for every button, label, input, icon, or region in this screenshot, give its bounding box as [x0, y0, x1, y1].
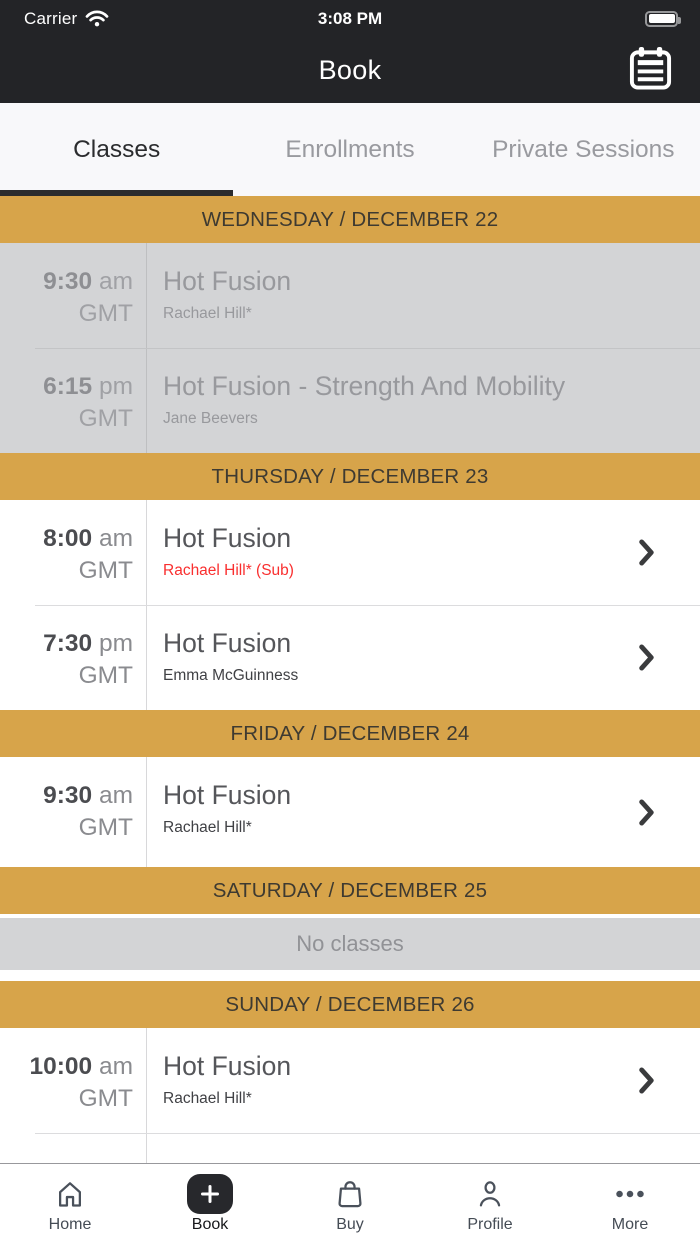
carrier-label: Carrier — [24, 8, 78, 28]
day-header: THURSDAY / DECEMBER 23 — [0, 453, 700, 500]
day-section-saturday: SATURDAY / DECEMBER 25 No classes — [0, 867, 700, 981]
nav-item-book[interactable]: Book — [140, 1164, 280, 1244]
class-row-partial — [0, 1133, 700, 1163]
tab-enrollments[interactable]: Enrollments — [233, 103, 466, 196]
status-time: 3:08 PM — [317, 8, 383, 28]
day-section-wednesday: WEDNESDAY / DECEMBER 22 9:30 am GMT Hot … — [0, 196, 700, 453]
day-header: FRIDAY / DECEMBER 24 — [0, 710, 700, 757]
instructor-name: Rachael Hill* — [163, 305, 252, 322]
instructor-name: Rachael Hill* — [163, 819, 252, 836]
active-tab-underline — [0, 190, 233, 196]
day-section-friday: FRIDAY / DECEMBER 24 9:30 am GMT Hot Fus… — [0, 710, 700, 867]
class-title: Hot Fusion — [163, 628, 292, 658]
class-time: 10:00 am GMT — [0, 1028, 147, 1133]
class-schedule-list: WEDNESDAY / DECEMBER 22 9:30 am GMT Hot … — [0, 196, 700, 1163]
bag-icon — [334, 1173, 366, 1215]
class-row: 6:15 pm GMT Hot Fusion - Strength And Mo… — [0, 348, 700, 453]
tab-private-sessions[interactable]: Private Sessions — [467, 103, 700, 196]
more-icon — [613, 1173, 647, 1215]
plus-icon — [187, 1174, 233, 1214]
chevron-right-icon — [638, 1028, 700, 1133]
no-classes-row: No classes — [0, 918, 700, 970]
class-row[interactable]: 8:00 am GMT Hot Fusion Rachael Hill* (Su… — [0, 500, 700, 605]
spacer — [0, 914, 700, 918]
day-section-thursday: THURSDAY / DECEMBER 23 8:00 am GMT Hot F… — [0, 453, 700, 710]
class-time: 9:30 am GMT — [0, 243, 147, 348]
class-title: Hot Fusion — [163, 523, 292, 553]
class-title: Hot Fusion - Strength And Mobility — [163, 371, 566, 401]
status-bar: Carrier 3:08 PM — [0, 0, 700, 37]
day-header: WEDNESDAY / DECEMBER 22 — [0, 196, 700, 243]
day-header: SATURDAY / DECEMBER 25 — [0, 867, 700, 914]
class-row[interactable]: 7:30 pm GMT Hot Fusion Emma McGuinness — [0, 605, 700, 710]
spacer — [0, 970, 700, 981]
day-header: SUNDAY / DECEMBER 26 — [0, 981, 700, 1028]
class-title: Hot Fusion — [163, 780, 292, 810]
class-time: 6:15 pm GMT — [0, 348, 147, 453]
class-row[interactable]: 10:00 am GMT Hot Fusion Rachael Hill* — [0, 1028, 700, 1133]
bottom-nav: Home Book Buy — [0, 1163, 700, 1244]
nav-item-home[interactable]: Home — [0, 1164, 140, 1244]
class-title: Hot Fusion — [163, 1051, 292, 1081]
nav-item-profile[interactable]: Profile — [420, 1164, 560, 1244]
class-title: Hot Fusion — [163, 266, 292, 296]
chevron-right-icon — [638, 757, 700, 867]
calendar-button[interactable] — [626, 46, 674, 94]
calendar-icon — [627, 46, 674, 94]
app-header: Book — [0, 37, 700, 103]
class-time: 9:30 am GMT — [0, 757, 147, 867]
nav-item-buy[interactable]: Buy — [280, 1164, 420, 1244]
battery-icon — [645, 10, 681, 27]
segment-tabs: Classes Enrollments Private Sessions — [0, 103, 700, 196]
class-time: 7:30 pm GMT — [0, 605, 147, 710]
chevron-right-icon — [638, 605, 700, 710]
class-row: 9:30 am GMT Hot Fusion Rachael Hill* — [0, 243, 700, 348]
class-time: 8:00 am GMT — [0, 500, 147, 605]
tab-classes[interactable]: Classes — [0, 103, 233, 196]
profile-icon — [474, 1173, 506, 1215]
instructor-name: Rachael Hill* — [163, 1090, 252, 1107]
class-row[interactable]: 9:30 am GMT Hot Fusion Rachael Hill* — [0, 757, 700, 867]
instructor-name: Jane Beevers — [163, 410, 258, 427]
day-section-sunday: SUNDAY / DECEMBER 26 10:00 am GMT Hot Fu… — [0, 981, 700, 1163]
wifi-icon — [85, 10, 109, 28]
home-icon — [54, 1173, 86, 1215]
instructor-name-substitute: Rachael Hill* (Sub) — [163, 562, 294, 579]
chevron-right-icon — [638, 500, 700, 605]
page-title: Book — [318, 54, 382, 85]
nav-item-more[interactable]: More — [560, 1164, 700, 1244]
instructor-name: Emma McGuinness — [163, 667, 299, 684]
